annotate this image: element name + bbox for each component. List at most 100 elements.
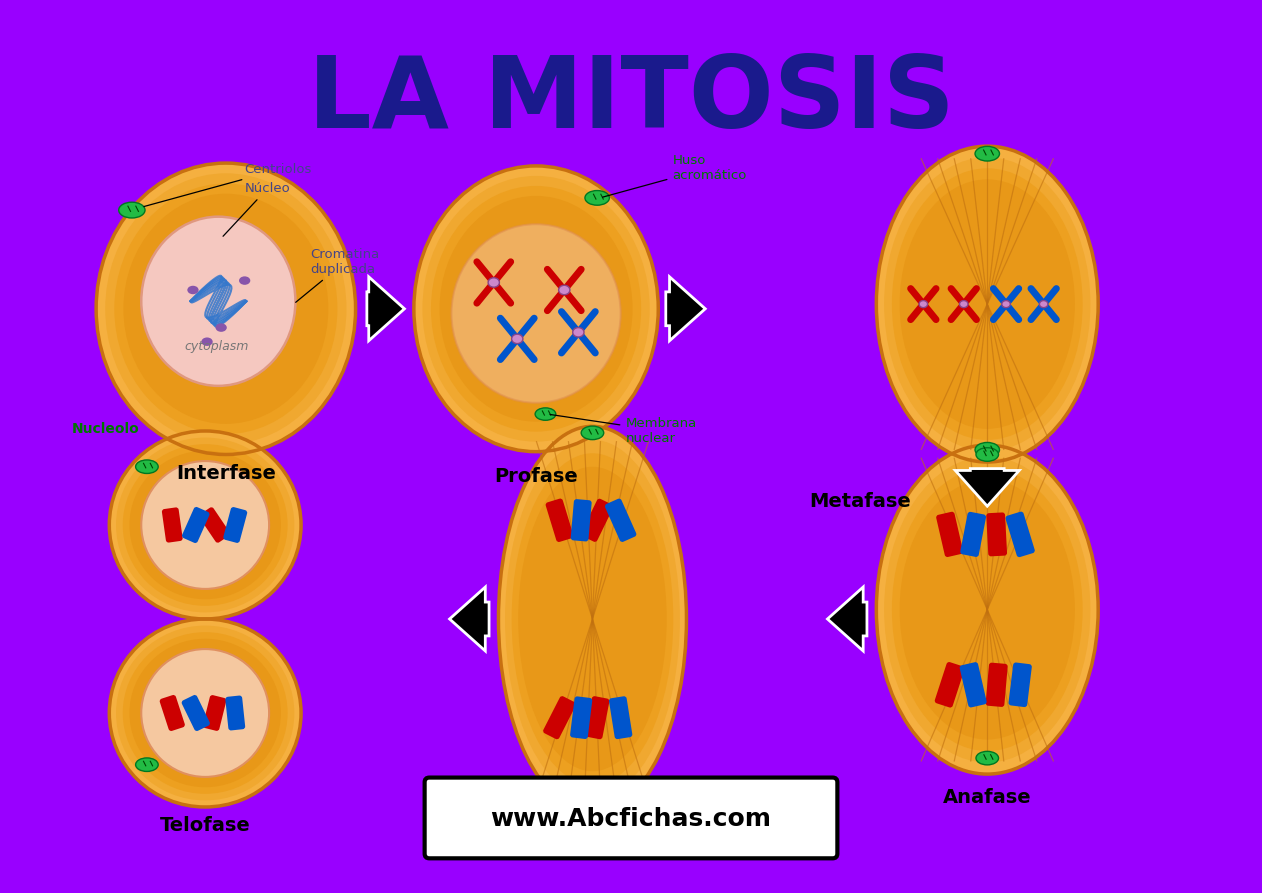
FancyBboxPatch shape <box>160 695 186 731</box>
FancyBboxPatch shape <box>581 498 613 542</box>
Ellipse shape <box>216 323 227 332</box>
Text: Nucleolo: Nucleolo <box>72 422 139 436</box>
Text: Interfase: Interfase <box>175 463 276 483</box>
Ellipse shape <box>135 460 158 473</box>
Text: Anafase: Anafase <box>943 789 1031 807</box>
FancyBboxPatch shape <box>604 498 636 542</box>
FancyBboxPatch shape <box>543 696 575 739</box>
Ellipse shape <box>976 442 1000 457</box>
Polygon shape <box>367 277 404 341</box>
Ellipse shape <box>976 751 998 765</box>
FancyBboxPatch shape <box>960 512 986 557</box>
Ellipse shape <box>892 168 1083 440</box>
Ellipse shape <box>959 301 968 307</box>
FancyBboxPatch shape <box>223 507 247 543</box>
Text: Centriolos: Centriolos <box>144 163 312 206</box>
Ellipse shape <box>202 338 213 346</box>
Ellipse shape <box>511 334 522 344</box>
Ellipse shape <box>124 194 328 424</box>
Ellipse shape <box>141 461 269 588</box>
FancyBboxPatch shape <box>959 662 987 707</box>
Ellipse shape <box>96 163 356 455</box>
Ellipse shape <box>452 224 621 403</box>
Ellipse shape <box>1040 301 1047 307</box>
Ellipse shape <box>511 454 674 785</box>
Ellipse shape <box>110 619 302 807</box>
Text: cytoplasm: cytoplasm <box>184 340 249 353</box>
Ellipse shape <box>239 276 250 285</box>
Ellipse shape <box>498 426 687 812</box>
FancyBboxPatch shape <box>203 695 226 730</box>
Text: Anafase tardía: Anafase tardía <box>512 821 673 840</box>
FancyBboxPatch shape <box>162 507 183 543</box>
Ellipse shape <box>900 480 1075 739</box>
Ellipse shape <box>110 431 302 619</box>
Ellipse shape <box>900 179 1075 429</box>
Ellipse shape <box>116 626 294 800</box>
Polygon shape <box>449 587 490 651</box>
FancyBboxPatch shape <box>1008 663 1032 707</box>
Ellipse shape <box>130 451 281 599</box>
Ellipse shape <box>582 791 603 805</box>
FancyBboxPatch shape <box>935 662 964 707</box>
FancyBboxPatch shape <box>199 507 230 543</box>
Ellipse shape <box>876 445 1098 774</box>
FancyBboxPatch shape <box>1006 512 1035 557</box>
FancyBboxPatch shape <box>226 696 245 730</box>
Ellipse shape <box>976 447 998 462</box>
Ellipse shape <box>141 649 269 777</box>
Ellipse shape <box>1002 301 1011 307</box>
Text: Núcleo: Núcleo <box>223 182 290 237</box>
Ellipse shape <box>573 328 584 337</box>
FancyBboxPatch shape <box>987 513 1007 556</box>
Ellipse shape <box>122 444 288 605</box>
Ellipse shape <box>885 456 1090 763</box>
Text: Metafase: Metafase <box>809 492 911 511</box>
Ellipse shape <box>439 196 632 421</box>
FancyBboxPatch shape <box>545 498 573 542</box>
Ellipse shape <box>105 173 347 445</box>
Ellipse shape <box>892 468 1083 751</box>
FancyBboxPatch shape <box>584 697 610 739</box>
Ellipse shape <box>919 301 928 307</box>
Ellipse shape <box>488 278 500 288</box>
Text: Membrana
nuclear: Membrana nuclear <box>550 414 697 445</box>
Ellipse shape <box>135 758 158 772</box>
Ellipse shape <box>519 467 666 772</box>
Ellipse shape <box>559 285 570 295</box>
Ellipse shape <box>115 183 337 434</box>
Ellipse shape <box>141 217 295 386</box>
Ellipse shape <box>976 146 1000 161</box>
FancyBboxPatch shape <box>986 663 1007 707</box>
Ellipse shape <box>885 157 1090 451</box>
Polygon shape <box>666 277 705 341</box>
Text: Huso
acromático: Huso acromático <box>603 154 747 197</box>
Ellipse shape <box>116 438 294 613</box>
Ellipse shape <box>122 632 288 794</box>
FancyBboxPatch shape <box>570 697 592 739</box>
FancyBboxPatch shape <box>936 512 963 557</box>
Ellipse shape <box>130 638 281 788</box>
FancyBboxPatch shape <box>182 695 209 731</box>
Text: Cromatina
duplicada: Cromatina duplicada <box>295 247 380 303</box>
FancyBboxPatch shape <box>610 697 632 739</box>
FancyBboxPatch shape <box>570 499 592 541</box>
Ellipse shape <box>430 186 641 431</box>
Polygon shape <box>828 587 867 651</box>
Ellipse shape <box>586 190 610 205</box>
Ellipse shape <box>414 166 659 452</box>
Ellipse shape <box>119 202 145 218</box>
Ellipse shape <box>187 286 198 294</box>
Text: www.Abcfichas.com: www.Abcfichas.com <box>491 807 771 831</box>
FancyBboxPatch shape <box>424 778 838 858</box>
Ellipse shape <box>876 146 1098 462</box>
FancyBboxPatch shape <box>182 507 209 543</box>
Ellipse shape <box>535 408 555 421</box>
Text: Profase: Profase <box>495 467 578 486</box>
Text: Telofase: Telofase <box>160 816 251 835</box>
Polygon shape <box>955 469 1020 506</box>
Ellipse shape <box>423 176 650 442</box>
Ellipse shape <box>505 439 680 798</box>
Ellipse shape <box>582 426 603 439</box>
Text: LA MITOSIS: LA MITOSIS <box>308 52 954 148</box>
